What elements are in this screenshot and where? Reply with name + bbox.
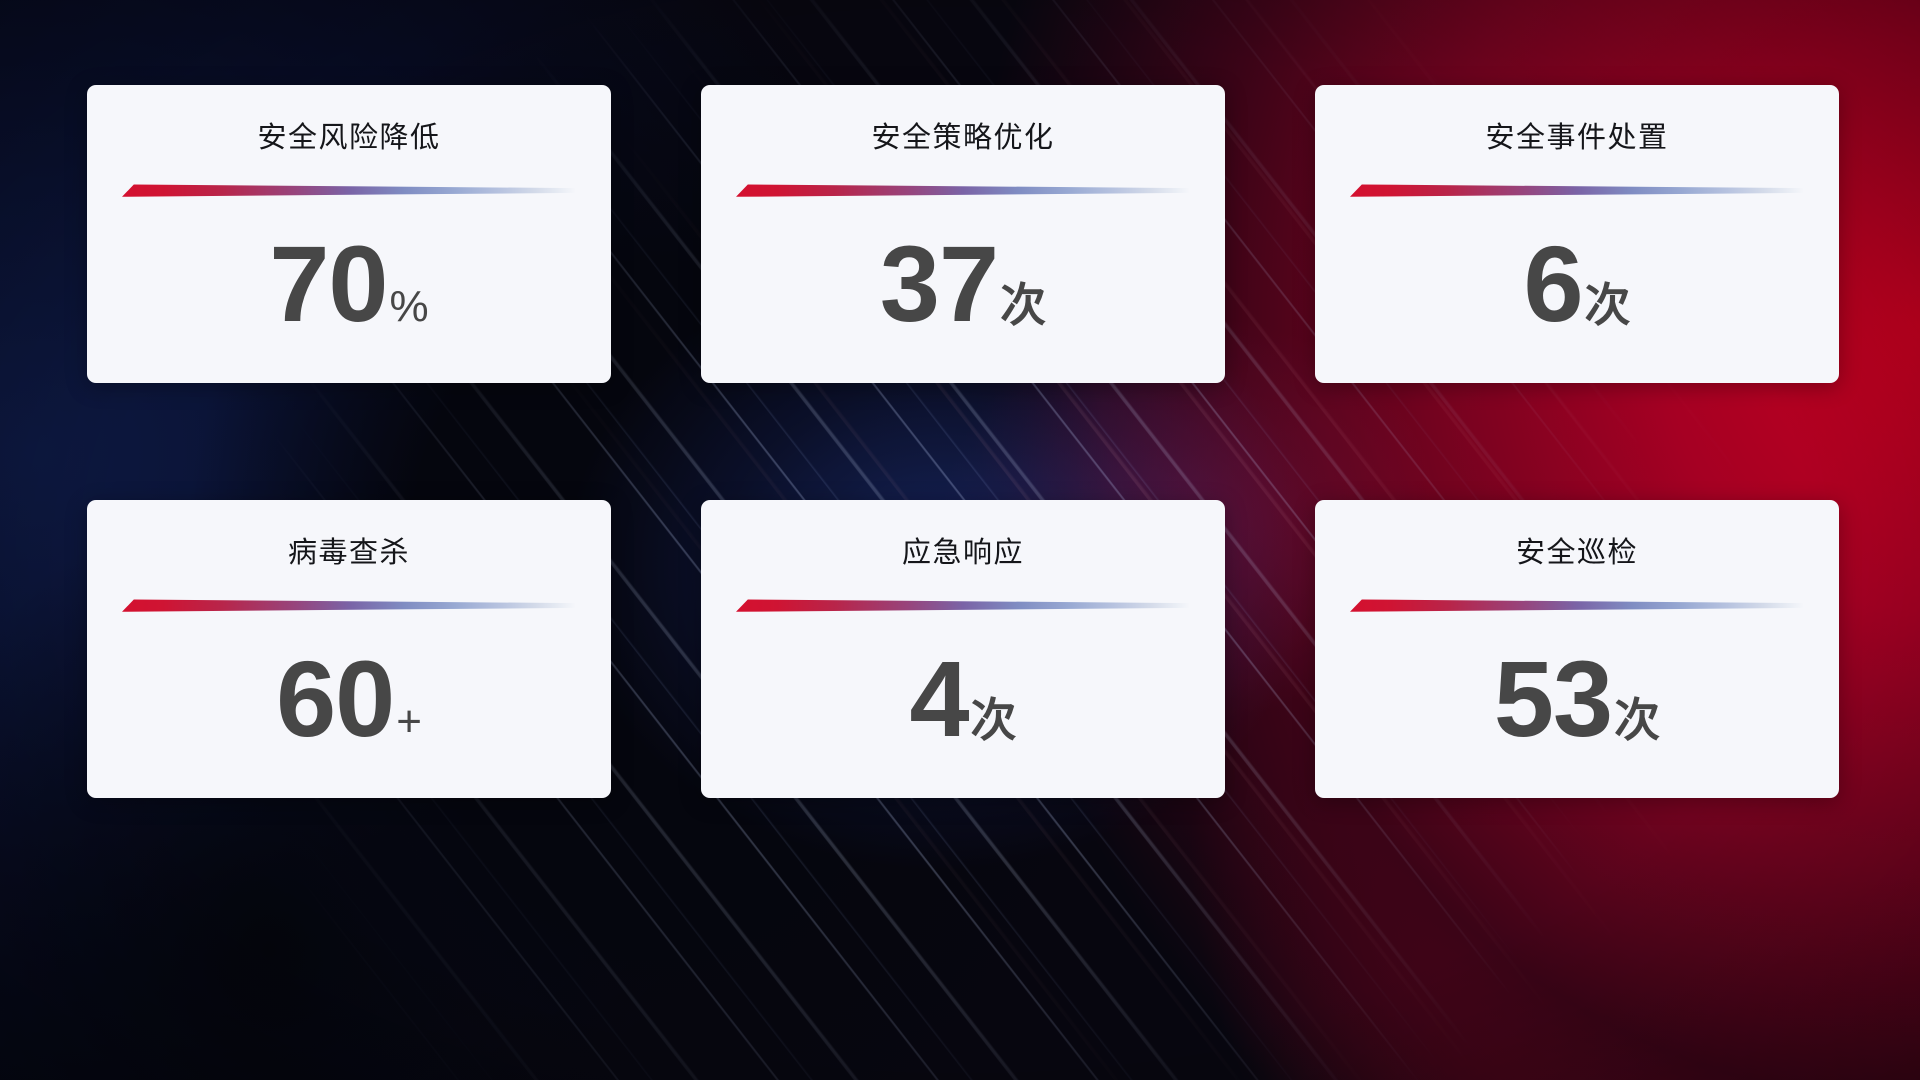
metric-card-value: 70	[269, 222, 388, 344]
metric-card-value-row: 4 次	[909, 637, 1017, 759]
metric-card[interactable]: 安全策略优化 37 次	[701, 85, 1225, 383]
metric-card[interactable]: 应急响应 4 次	[701, 500, 1225, 798]
metric-card-gradient-rule	[736, 598, 1190, 612]
metric-card-value-row: 6 次	[1523, 222, 1631, 344]
metric-card-unit: 次	[970, 693, 1017, 746]
metric-card-value: 37	[879, 222, 999, 344]
metric-card-gradient-rule	[1350, 598, 1804, 612]
metric-card-gradient-rule	[122, 183, 576, 197]
metric-card-value: 4	[909, 637, 969, 759]
metric-card-value-row: 70 %	[269, 222, 429, 344]
metric-card[interactable]: 病毒查杀 60 +	[87, 500, 611, 798]
metric-card-gradient-rule	[122, 598, 576, 612]
metric-card-title: 病毒查杀	[287, 537, 410, 569]
metric-card-value-row: 37 次	[879, 222, 1047, 344]
metric-card-value: 53	[1493, 637, 1613, 759]
metric-card-unit: 次	[1584, 278, 1631, 331]
metric-card-value: 60	[276, 637, 395, 759]
metric-card-title: 安全策略优化	[871, 122, 1055, 154]
metric-card-value-row: 60 +	[276, 637, 422, 759]
metric-card-unit: +	[396, 696, 422, 746]
metric-card[interactable]: 安全风险降低 70 %	[87, 85, 611, 383]
metric-card-unit: %	[389, 281, 429, 331]
metric-card-value: 6	[1523, 222, 1583, 344]
metric-card-grid: 安全风险降低 70 % 安全策略优化 37 次 安全事件处置 6 次 病毒查	[87, 85, 1839, 798]
metric-card-gradient-rule	[1350, 183, 1804, 197]
metric-card-title: 安全巡检	[1515, 537, 1638, 569]
metric-card-value-row: 53 次	[1493, 637, 1661, 759]
metric-card-gradient-rule	[736, 183, 1190, 197]
metric-card[interactable]: 安全巡检 53 次	[1315, 500, 1839, 798]
metric-card-title: 应急响应	[901, 537, 1024, 569]
metric-card-unit: 次	[1000, 278, 1047, 331]
metric-card-unit: 次	[1614, 693, 1661, 746]
metric-card-title: 安全事件处置	[1485, 122, 1669, 154]
metric-card-title: 安全风险降低	[257, 122, 441, 154]
metric-card[interactable]: 安全事件处置 6 次	[1315, 85, 1839, 383]
